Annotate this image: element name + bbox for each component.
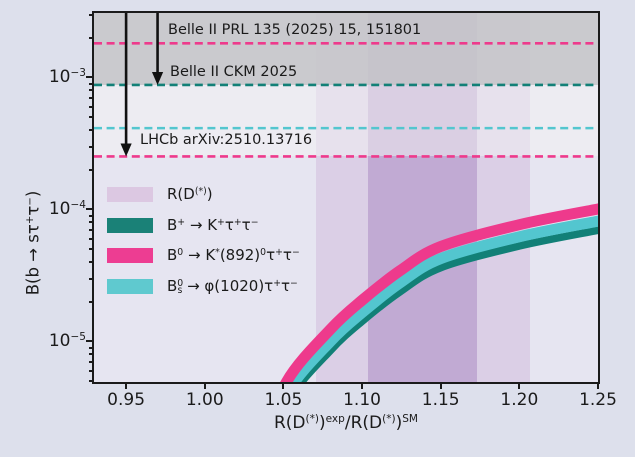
- exclusion-arrow-1: [151, 13, 164, 85]
- legend-swatch-2: [107, 248, 153, 263]
- x-tick-mark: [361, 382, 364, 389]
- legend-item-0: R(D(*)): [94, 185, 394, 203]
- y-tick-label: 10−4: [48, 199, 86, 219]
- x-tick-label: 1.20: [500, 390, 539, 410]
- y-minor-tick: [89, 261, 93, 264]
- x-tick-label: 1.25: [579, 390, 617, 410]
- y-minor-tick: [89, 228, 93, 231]
- excluded-region-dark: [94, 13, 598, 85]
- y-minor-tick: [89, 129, 93, 132]
- y-minor-tick: [89, 346, 93, 349]
- x-tick-mark: [518, 382, 521, 389]
- chart-canvas: [94, 13, 598, 382]
- limit-annotation-1: Belle II CKM 2025: [170, 64, 298, 80]
- y-minor-tick: [89, 145, 93, 148]
- legend-label-1: B+ → K+τ+τ−: [167, 215, 259, 234]
- legend-item-3: B0s → φ(1020)τ+τ−: [94, 276, 394, 296]
- y-minor-tick: [89, 353, 93, 356]
- x-tick-mark: [597, 382, 599, 389]
- legend-swatch-0: [107, 187, 153, 202]
- y-tick-mark: [86, 340, 93, 342]
- legend-item-1: B+ → K+τ+τ−: [94, 215, 394, 234]
- y-tick-mark: [86, 208, 93, 210]
- plot-area: Belle II PRL 135 (2025) 15, 151801 Belle …: [94, 13, 598, 382]
- x-tick-mark: [203, 382, 206, 389]
- exclusion-arrow-0: [120, 13, 132, 157]
- y-minor-tick: [89, 214, 93, 217]
- x-tick-label: 1.00: [185, 390, 224, 410]
- x-axis-label: R(D(*))exp/R(D(*))SM: [273, 413, 419, 433]
- x-tick-label: 0.95: [107, 390, 146, 410]
- x-tick-label: 1.15: [421, 390, 460, 410]
- y-minor-tick: [89, 237, 93, 240]
- y-minor-tick: [89, 369, 93, 372]
- limit-annotation-0: Belle II PRL 135 (2025) 15, 151801: [168, 22, 422, 38]
- limit-annotation-3: LHCb arXiv:2510.13716: [140, 132, 313, 148]
- y-minor-tick: [89, 300, 93, 303]
- legend-swatch-3: [107, 278, 153, 294]
- y-tick-label: 10−5: [48, 331, 86, 351]
- legend-label-0: R(D(*)): [167, 185, 213, 203]
- arrow-down-icon: [151, 71, 164, 85]
- y-minor-tick: [89, 13, 93, 16]
- y-tick-mark: [86, 76, 93, 78]
- series-curve-0: [280, 203, 598, 382]
- y-axis-label: B(b → sτ+τ−): [23, 190, 43, 296]
- y-minor-tick: [89, 96, 93, 99]
- y-minor-tick: [89, 277, 93, 280]
- y-tick-label: 10−3: [48, 67, 86, 87]
- legend-swatch-1: [107, 217, 153, 233]
- y-minor-tick: [89, 82, 93, 85]
- x-tick-label: 1.10: [343, 390, 381, 410]
- x-tick-label: 1.05: [264, 390, 303, 410]
- y-minor-tick: [89, 105, 93, 108]
- y-minor-tick: [89, 221, 93, 224]
- x-tick-mark: [125, 382, 128, 389]
- legend-label-2: B0 → K*(892)0τ+τ−: [167, 246, 300, 264]
- x-tick-mark: [439, 382, 442, 389]
- arrow-down-icon: [120, 143, 132, 157]
- legend-label-3: B0s → φ(1020)τ+τ−: [167, 276, 298, 296]
- series-curve-2: [296, 226, 598, 382]
- y-minor-tick: [89, 89, 93, 92]
- series-curve-1: [287, 215, 598, 382]
- y-minor-tick: [89, 248, 93, 251]
- y-minor-tick: [89, 36, 93, 39]
- y-minor-tick: [89, 168, 93, 171]
- x-tick-mark: [282, 382, 285, 389]
- y-minor-tick: [89, 380, 93, 383]
- y-minor-tick: [89, 360, 93, 363]
- legend-item-2: B0 → K*(892)0τ+τ−: [94, 246, 394, 264]
- y-minor-tick: [89, 116, 93, 119]
